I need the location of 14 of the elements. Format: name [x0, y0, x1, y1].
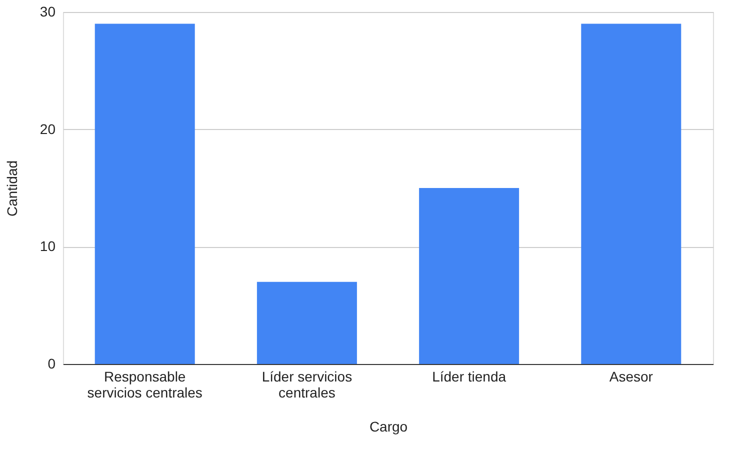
x-tick-label: Asesor: [609, 368, 654, 384]
x-axis-title: Cargo: [369, 418, 408, 434]
x-tick-label: Responsable servicios centrales: [87, 368, 202, 400]
y-axis-title: Cantidad: [4, 160, 20, 217]
y-tick-label: 0: [48, 356, 56, 372]
y-tick-label: 30: [40, 4, 56, 20]
x-tick-label: Líder servicios centrales: [262, 368, 352, 400]
bar: [94, 24, 195, 364]
y-tick-label: 10: [40, 238, 56, 254]
y-tick-label: 20: [40, 120, 56, 137]
bar: [581, 24, 682, 364]
x-tick-label: Líder tienda: [432, 368, 506, 384]
bar: [419, 188, 520, 364]
bar: [256, 282, 357, 364]
